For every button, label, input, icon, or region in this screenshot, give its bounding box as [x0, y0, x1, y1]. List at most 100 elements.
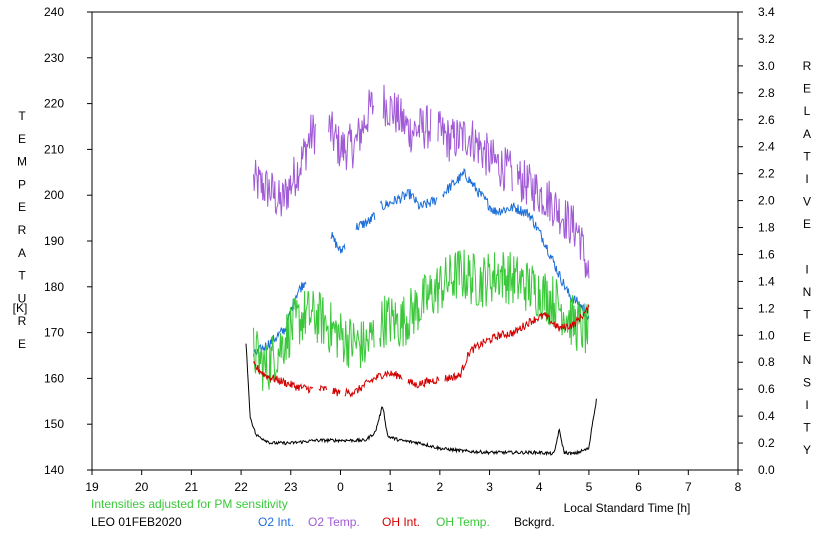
left-axis-title-letter: T: [18, 109, 26, 123]
left-tick-label: 220: [44, 97, 64, 111]
series-o2-temp-line: [382, 84, 432, 153]
right-tick-label: 0.8: [758, 355, 775, 369]
left-tick-label: 150: [44, 417, 64, 431]
series-o2-int-line: [253, 281, 307, 357]
x-tick-label: 7: [685, 480, 692, 494]
series-oh-temp-line: [379, 249, 590, 354]
x-tick-label: 0: [337, 480, 344, 494]
right-tick-label: 1.4: [758, 274, 775, 288]
series-o2-temp-line: [328, 89, 375, 171]
series-o2-int-line: [330, 232, 346, 254]
series-o2-int-line: [379, 189, 438, 211]
x-axis-label: Local Standard Time [h]: [564, 501, 691, 515]
legend-label-bckgrd: Bckgrd.: [514, 515, 555, 529]
left-axis-title-letter: A: [18, 246, 26, 260]
left-tick-label: 170: [44, 326, 64, 340]
series-oh-int-line: [332, 387, 341, 397]
right-axis-title-letter: E: [803, 82, 811, 96]
right-tick-label: 1.8: [758, 221, 775, 235]
right-tick-label: 0.0: [758, 463, 775, 477]
note-text: Intensities adjusted for PM sensitivity: [91, 497, 288, 511]
series-o2-temp-line: [437, 110, 513, 192]
left-axis-title-letter: R: [18, 314, 27, 328]
right-axis-title-letter: I: [805, 262, 808, 276]
right-axis-title-letter: L: [804, 104, 811, 118]
right-axis-title-letter: I: [805, 398, 808, 412]
left-axis-title-letter: E: [18, 200, 26, 214]
left-axis-title-letter: E: [18, 337, 26, 351]
x-tick-label: 6: [635, 480, 642, 494]
right-tick-label: 2.0: [758, 194, 775, 208]
right-tick-label: 1.6: [758, 247, 775, 261]
right-axis-title-letter: N: [803, 285, 812, 299]
series-oh-int-line: [253, 360, 314, 394]
x-tick-label: 8: [735, 480, 742, 494]
right-tick-label: 2.6: [758, 113, 775, 127]
series-bckgrd-line: [245, 343, 597, 457]
right-axis-title-letter: S: [803, 375, 811, 389]
x-tick-label: 21: [185, 480, 199, 494]
right-axis-title-letter: E: [803, 217, 811, 231]
right-tick-label: 0.6: [758, 382, 775, 396]
legend-label-oh-int: OH Int.: [382, 515, 420, 529]
x-tick-label: 2: [437, 480, 444, 494]
left-tick-label: 230: [44, 51, 64, 65]
left-tick-label: 210: [44, 142, 64, 156]
legend-label-o2-temp: O2 Temp.: [308, 515, 360, 529]
right-tick-label: 2.8: [758, 86, 775, 100]
legend-label-o2-int: O2 Int.: [258, 515, 294, 529]
right-tick-label: 2.2: [758, 167, 775, 181]
left-tick-label: 200: [44, 188, 64, 202]
x-tick-label: 19: [85, 480, 99, 494]
plot-frame: [91, 11, 739, 471]
left-axis-title-letter: P: [18, 177, 26, 191]
station-label: LEO 01FEB2020: [91, 515, 182, 529]
left-tick-label: 240: [44, 5, 64, 19]
left-tick-label: 190: [44, 234, 64, 248]
left-axis-title-letter: U: [18, 291, 27, 305]
right-axis-title-letter: A: [803, 127, 811, 141]
right-tick-label: 3.0: [758, 59, 775, 73]
left-tick-label: 160: [44, 371, 64, 385]
x-tick-label: 5: [586, 480, 593, 494]
x-tick-label: 1: [387, 480, 394, 494]
x-tick-label: 22: [234, 480, 248, 494]
left-axis-unit: [K]: [13, 301, 28, 315]
series-oh-int-line: [344, 370, 403, 398]
left-axis-title-letter: T: [18, 269, 26, 283]
x-tick-label: 3: [486, 480, 493, 494]
left-axis-title-letter: R: [18, 223, 27, 237]
right-tick-label: 1.2: [758, 301, 775, 315]
right-tick-label: 2.4: [758, 140, 775, 154]
x-tick-label: 20: [135, 480, 149, 494]
right-axis-title-letter: V: [803, 195, 811, 209]
series-oh-int-line: [407, 376, 440, 389]
right-axis-title-letter: R: [803, 59, 812, 73]
series-oh-temp-line: [253, 290, 375, 391]
right-axis-title-letter: T: [803, 421, 811, 435]
series-o2-int-line: [442, 168, 590, 321]
right-tick-label: 0.2: [758, 436, 775, 450]
series-o2-temp-line: [516, 160, 590, 279]
left-tick-label: 140: [44, 463, 64, 477]
legend-label-oh-temp: OH Temp.: [436, 515, 490, 529]
right-axis-title-letter: T: [803, 149, 811, 163]
x-tick-label: 4: [536, 480, 543, 494]
x-tick-label: 23: [284, 480, 298, 494]
right-axis-title-letter: N: [803, 353, 812, 367]
series-oh-int-line: [318, 384, 327, 392]
right-tick-label: 1.0: [758, 328, 775, 342]
right-tick-label: 0.4: [758, 409, 775, 423]
series-oh-int-line: [444, 303, 590, 383]
left-axis-title-letter: M: [17, 155, 27, 169]
series-o2-temp-line: [253, 114, 317, 217]
right-axis-title-letter: E: [803, 330, 811, 344]
right-axis-title-letter: Y: [803, 443, 811, 457]
left-axis-title-letter: E: [18, 132, 26, 146]
right-axis-title-letter: I: [805, 172, 808, 186]
right-tick-label: 3.4: [758, 5, 775, 19]
right-axis-title-letter: T: [803, 308, 811, 322]
left-tick-label: 180: [44, 280, 64, 294]
